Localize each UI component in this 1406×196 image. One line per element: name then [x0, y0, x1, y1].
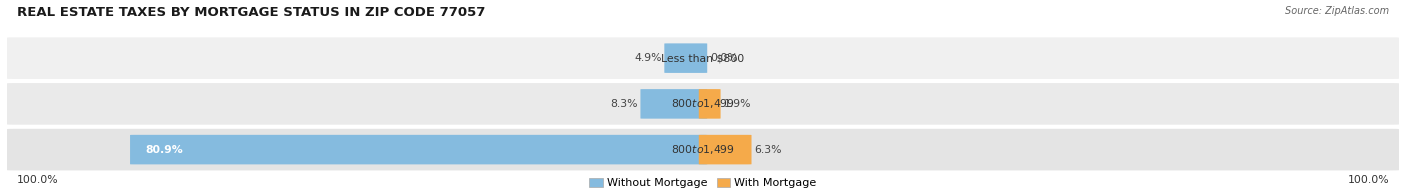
Text: 8.3%: 8.3%	[610, 99, 638, 109]
Text: Less than $800: Less than $800	[661, 53, 745, 63]
FancyBboxPatch shape	[699, 89, 720, 119]
Text: REAL ESTATE TAXES BY MORTGAGE STATUS IN ZIP CODE 77057: REAL ESTATE TAXES BY MORTGAGE STATUS IN …	[17, 6, 485, 19]
FancyBboxPatch shape	[7, 129, 1399, 171]
Text: 4.9%: 4.9%	[634, 53, 661, 63]
FancyBboxPatch shape	[129, 135, 707, 164]
Text: 0.0%: 0.0%	[710, 53, 738, 63]
Text: $800 to $1,499: $800 to $1,499	[671, 97, 735, 110]
Text: 1.9%: 1.9%	[723, 99, 751, 109]
Text: 100.0%: 100.0%	[17, 175, 59, 185]
FancyBboxPatch shape	[641, 89, 707, 119]
FancyBboxPatch shape	[699, 135, 751, 164]
FancyBboxPatch shape	[7, 37, 1399, 79]
FancyBboxPatch shape	[664, 43, 707, 73]
Text: 6.3%: 6.3%	[754, 145, 782, 155]
FancyBboxPatch shape	[7, 83, 1399, 125]
Text: 80.9%: 80.9%	[146, 145, 183, 155]
Text: 100.0%: 100.0%	[1347, 175, 1389, 185]
Legend: Without Mortgage, With Mortgage: Without Mortgage, With Mortgage	[589, 178, 817, 189]
Text: $800 to $1,499: $800 to $1,499	[671, 143, 735, 156]
Text: Source: ZipAtlas.com: Source: ZipAtlas.com	[1285, 6, 1389, 16]
